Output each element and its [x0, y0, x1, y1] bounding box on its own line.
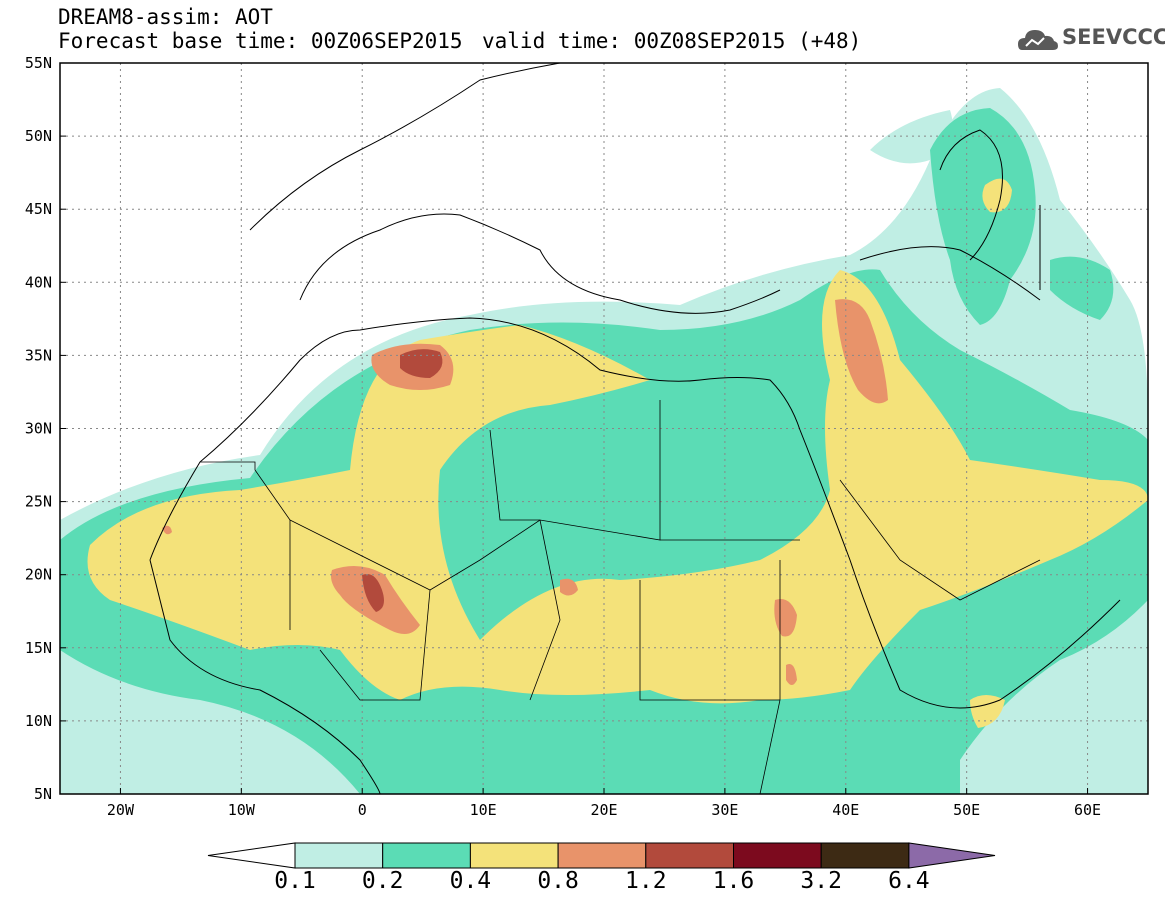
colorbar-segment [469, 842, 559, 869]
lon-axis: 20W 10W 0 10E 20E 30E 40E 50E 60E [107, 801, 1101, 819]
title-valid-time: valid time: 00Z08SEP2015 (+48) [482, 29, 862, 53]
lat-axis: 55N 50N 45N 40N 35N 30N 25N 20N 15N 10N 5N [25, 54, 52, 803]
lat-label: 55N [25, 54, 52, 72]
cloud-icon [1018, 30, 1058, 50]
lat-label: 50N [25, 127, 52, 145]
lat-label: 10N [25, 712, 52, 730]
lon-label: 20W [107, 801, 135, 819]
colorbar-segment [557, 842, 647, 869]
lat-label: 15N [25, 639, 52, 657]
colorbar-segment [733, 842, 822, 869]
colorbar-label: 6.4 [888, 868, 930, 894]
axis-ticks [60, 62, 1089, 795]
grid-lines [60, 63, 1148, 794]
aot-contour-1.2 [362, 349, 443, 612]
lat-label: 5N [34, 785, 52, 803]
logo-text: SEEVCCC [1062, 25, 1165, 49]
country-borders [200, 400, 1041, 794]
colorbar-high-arrow [908, 842, 996, 869]
lat-label: 40N [25, 273, 52, 291]
colorbar-label: 0.8 [537, 868, 579, 894]
colorbar-label: 1.6 [712, 868, 755, 894]
lon-label: 10W [228, 801, 256, 819]
title-line-1: DREAM8-assim: AOT [58, 5, 273, 29]
title-base-time: Forecast base time: 00Z06SEP2015 [58, 29, 463, 53]
colorbar-low-arrow [207, 842, 296, 869]
colorbar-segment [294, 842, 384, 869]
colorbar [207, 842, 996, 869]
colorbar-label: 1.2 [625, 868, 667, 894]
colorbar-label: 3.2 [800, 868, 842, 894]
lat-label: 35N [25, 346, 52, 364]
lon-label: 60E [1074, 801, 1101, 819]
lon-label: 30E [711, 801, 738, 819]
colorbar-segment [382, 842, 471, 869]
lon-label: 50E [953, 801, 980, 819]
coastlines [149, 63, 1121, 794]
lat-label: 45N [25, 200, 52, 218]
colorbar-label: 0.1 [274, 868, 316, 894]
lon-label: 0 [358, 801, 367, 819]
lat-label: 20N [25, 566, 52, 584]
colorbar-label: 0.4 [449, 868, 492, 894]
lat-label: 30N [25, 420, 52, 438]
colorbar-label: 0.2 [361, 868, 404, 894]
lat-label: 25N [25, 493, 52, 511]
colorbar-segment [645, 842, 734, 869]
colorbar-segment [820, 842, 910, 869]
lon-label: 20E [590, 801, 617, 819]
lon-label: 10E [470, 801, 497, 819]
lon-label: 40E [832, 801, 859, 819]
